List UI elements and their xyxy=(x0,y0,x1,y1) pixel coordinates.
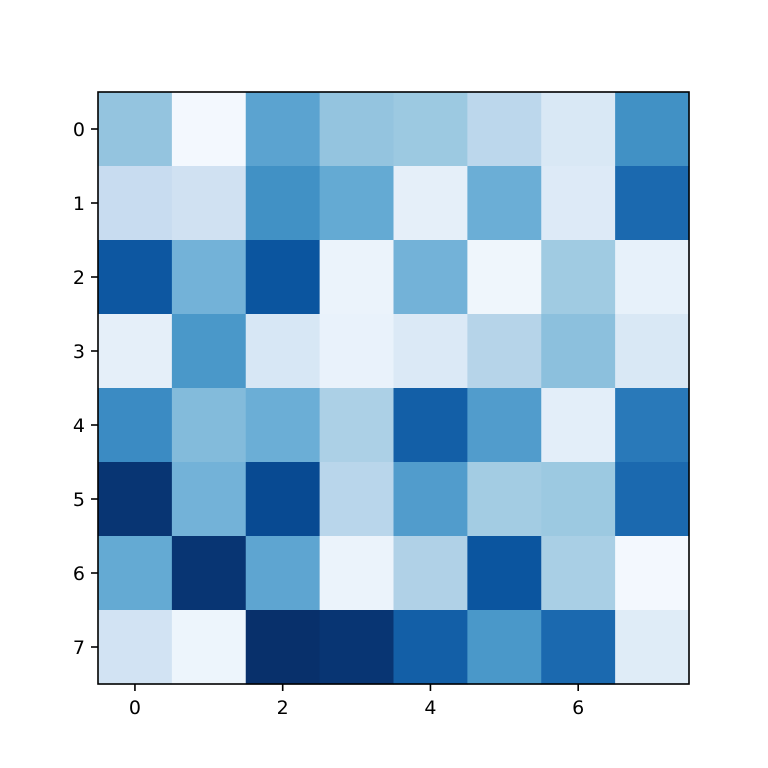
heatmap-cell-r3-c5 xyxy=(467,314,542,389)
heatmap-cell-r5-c0 xyxy=(98,462,173,537)
heatmap-cell-r5-c7 xyxy=(615,462,690,537)
heatmap-cell-r5-c4 xyxy=(393,462,468,537)
heatmap-cell-r4-c1 xyxy=(171,388,247,463)
heatmap-cell-r5-c1 xyxy=(171,462,247,537)
heatmap-cell-r4-c7 xyxy=(615,388,690,463)
y-tick-label: 0 xyxy=(73,119,85,141)
heatmap-cell-r7-c1 xyxy=(171,610,247,685)
heatmap-cell-r3-c7 xyxy=(615,314,690,389)
heatmap-cell-r4-c2 xyxy=(245,388,321,463)
heatmap-cell-r6-c4 xyxy=(393,536,468,611)
heatmap-cell-r3-c6 xyxy=(541,314,616,389)
heatmap-cell-r1-c6 xyxy=(541,166,616,241)
heatmap-cell-r0-c3 xyxy=(319,92,395,167)
heatmap-cell-r0-c5 xyxy=(467,92,542,167)
heatmap-cell-r6-c1 xyxy=(171,536,247,611)
heatmap-cell-r1-c3 xyxy=(319,166,395,241)
heatmap-cell-r3-c4 xyxy=(393,314,468,389)
heatmap-cell-r6-c2 xyxy=(245,536,321,611)
heatmap-cell-r2-c6 xyxy=(541,240,616,315)
heatmap-cell-r3-c3 xyxy=(319,314,395,389)
heatmap-cell-r1-c2 xyxy=(245,166,321,241)
y-tick-label: 4 xyxy=(73,415,85,437)
heatmap-cell-r4-c4 xyxy=(393,388,468,463)
heatmap-cell-r1-c0 xyxy=(98,166,173,241)
heatmap-cell-r7-c5 xyxy=(467,610,542,685)
heatmap-cell-r2-c0 xyxy=(98,240,173,315)
heatmap-cell-r6-c6 xyxy=(541,536,616,611)
heatmap-cell-r4-c6 xyxy=(541,388,616,463)
plot-frame xyxy=(97,91,690,685)
y-tick-label: 5 xyxy=(73,489,85,511)
heatmap-cell-r7-c2 xyxy=(245,610,321,685)
heatmap-cell-r1-c7 xyxy=(615,166,690,241)
x-tick-label: 2 xyxy=(277,697,289,719)
heatmap-cell-r2-c7 xyxy=(615,240,690,315)
heatmap-cell-r0-c6 xyxy=(541,92,616,167)
x-tick-label: 6 xyxy=(572,697,584,719)
x-axis: 0 2 4 6 xyxy=(129,684,584,719)
heatmap-cell-r7-c6 xyxy=(541,610,616,685)
y-tick-label: 3 xyxy=(73,341,85,363)
heatmap-cell-r6-c7 xyxy=(615,536,690,611)
heatmap-cell-r1-c1 xyxy=(171,166,247,241)
heatmap-cell-r1-c4 xyxy=(393,166,468,241)
heatmap-cell-r7-c7 xyxy=(615,610,690,685)
heatmap-cell-r2-c3 xyxy=(319,240,395,315)
heatmap-cell-r0-c0 xyxy=(98,92,173,167)
heatmap-cell-r4-c3 xyxy=(319,388,395,463)
heatmap-cell-r2-c2 xyxy=(245,240,321,315)
y-tick-label: 1 xyxy=(73,193,85,215)
heatmap-cells xyxy=(98,92,690,685)
heatmap-cell-r7-c4 xyxy=(393,610,468,685)
heatmap-cell-r0-c1 xyxy=(171,92,247,167)
heatmap-cell-r6-c5 xyxy=(467,536,542,611)
y-tick-label: 6 xyxy=(73,563,85,585)
heatmap-cell-r6-c0 xyxy=(98,536,173,611)
heatmap-cell-r3-c1 xyxy=(171,314,247,389)
heatmap-cell-r5-c5 xyxy=(467,462,542,537)
heatmap-cell-r2-c5 xyxy=(467,240,542,315)
heatmap-cell-r7-c0 xyxy=(98,610,173,685)
heatmap-cell-r7-c3 xyxy=(319,610,395,685)
y-tick-label: 7 xyxy=(73,637,85,659)
heatmap-cell-r3-c2 xyxy=(245,314,321,389)
heatmap-cell-r5-c3 xyxy=(319,462,395,537)
heatmap-cell-r0-c7 xyxy=(615,92,690,167)
y-axis: 0 1 2 3 4 5 6 7 xyxy=(73,119,98,659)
heatmap-cell-r1-c5 xyxy=(467,166,542,241)
heatmap-cell-r0-c2 xyxy=(245,92,321,167)
heatmap-cell-r5-c6 xyxy=(541,462,616,537)
heatmap-cell-r6-c3 xyxy=(319,536,395,611)
x-tick-label: 4 xyxy=(424,697,436,719)
heatmap-cell-r5-c2 xyxy=(245,462,321,537)
heatmap-cell-r3-c0 xyxy=(98,314,173,389)
y-tick-label: 2 xyxy=(73,267,85,289)
heatmap-cell-r4-c0 xyxy=(98,388,173,463)
heatmap-cell-r2-c1 xyxy=(171,240,247,315)
heatmap-cell-r0-c4 xyxy=(393,92,468,167)
heatmap-cell-r2-c4 xyxy=(393,240,468,315)
heatmap-cell-r4-c5 xyxy=(467,388,542,463)
x-tick-label: 0 xyxy=(129,697,141,719)
